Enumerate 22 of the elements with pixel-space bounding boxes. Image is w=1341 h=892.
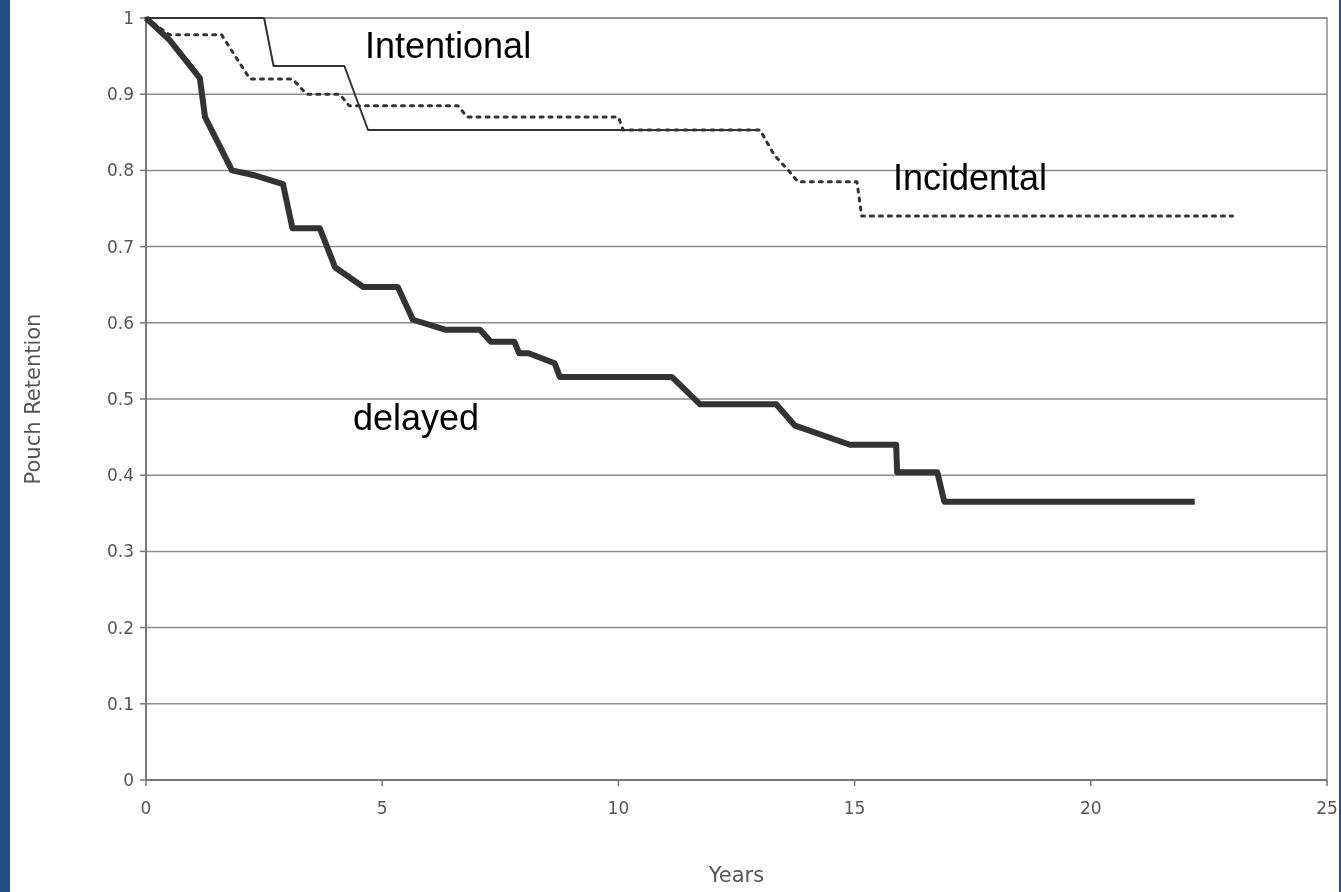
y-tick-label: 0.2 bbox=[106, 617, 134, 638]
x-tick-label: 0 bbox=[140, 798, 152, 818]
y-tick-label: 0.7 bbox=[106, 236, 134, 257]
y-tick-label: 0.8 bbox=[106, 160, 134, 181]
x-tick-label: 10 bbox=[607, 798, 630, 818]
series-label: Incidental bbox=[893, 157, 1048, 198]
series-label: delayed bbox=[353, 397, 480, 438]
x-tick-label: 25 bbox=[1316, 798, 1338, 818]
y-tick-label: 0 bbox=[123, 769, 134, 790]
x-tick-label: 20 bbox=[1079, 798, 1102, 818]
y-tick-label: 0.6 bbox=[106, 312, 134, 333]
x-tick-label: 15 bbox=[843, 798, 866, 818]
x-tick-label: 5 bbox=[376, 798, 388, 818]
y-tick-label: 0.4 bbox=[106, 465, 134, 486]
y-tick-label: 0.9 bbox=[106, 84, 134, 105]
y-tick-label: 0.5 bbox=[106, 388, 134, 409]
y-tick-label: 0.3 bbox=[106, 541, 134, 562]
y-tick-label: 1 bbox=[123, 7, 134, 28]
series-label: Intentional bbox=[365, 25, 532, 66]
y-axis-title: Pouch Retention bbox=[21, 313, 45, 485]
x-axis-title: Years bbox=[707, 863, 765, 887]
y-tick-label: 0.1 bbox=[106, 693, 134, 714]
